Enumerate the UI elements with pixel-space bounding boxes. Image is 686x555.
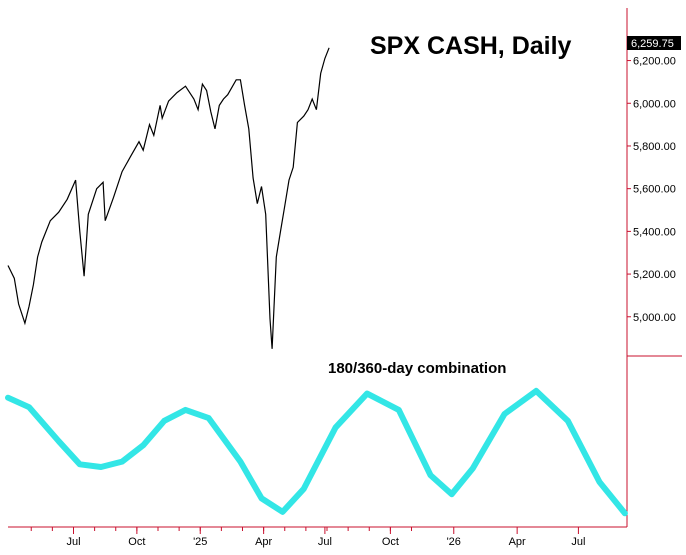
x-tick-label: Jul <box>571 536 585 548</box>
x-tick-label: '25 <box>193 536 207 548</box>
last-price-box <box>627 36 681 50</box>
time-axis-ticks: Jul Oct '25 Apr Jul Oct '26 Apr Jul <box>30 527 585 548</box>
x-tick-label: Oct <box>382 536 399 548</box>
price-axis-ticks: 5,000.00 5,200.00 5,400.00 5,600.00 5,800.00… <box>627 56 676 324</box>
last-price-label: 6,259.75 <box>631 38 674 50</box>
y-tick-label: 5,400.00 <box>633 226 676 238</box>
price-series-line <box>7 47 330 349</box>
y-tick-label: 5,000.00 <box>633 312 676 324</box>
y-tick-label: 5,200.00 <box>633 269 676 281</box>
y-tick-label: 6,200.00 <box>633 56 676 68</box>
y-tick-label: 5,600.00 <box>633 184 676 196</box>
y-tick-label: 5,800.00 <box>633 141 676 153</box>
x-tick-label: Apr <box>255 536 272 548</box>
x-tick-label: Jul <box>66 536 80 548</box>
x-tick-label: Oct <box>128 536 145 548</box>
y-tick-label: 6,000.00 <box>633 98 676 110</box>
cycle-series-line <box>5 387 628 517</box>
x-tick-label: Jul <box>318 536 332 548</box>
chart-title: SPX CASH, Daily <box>370 32 572 60</box>
x-tick-label: '26 <box>447 536 461 548</box>
cycle-panel-title: 180/360-day combination <box>328 360 506 377</box>
x-tick-label: Apr <box>509 536 526 548</box>
